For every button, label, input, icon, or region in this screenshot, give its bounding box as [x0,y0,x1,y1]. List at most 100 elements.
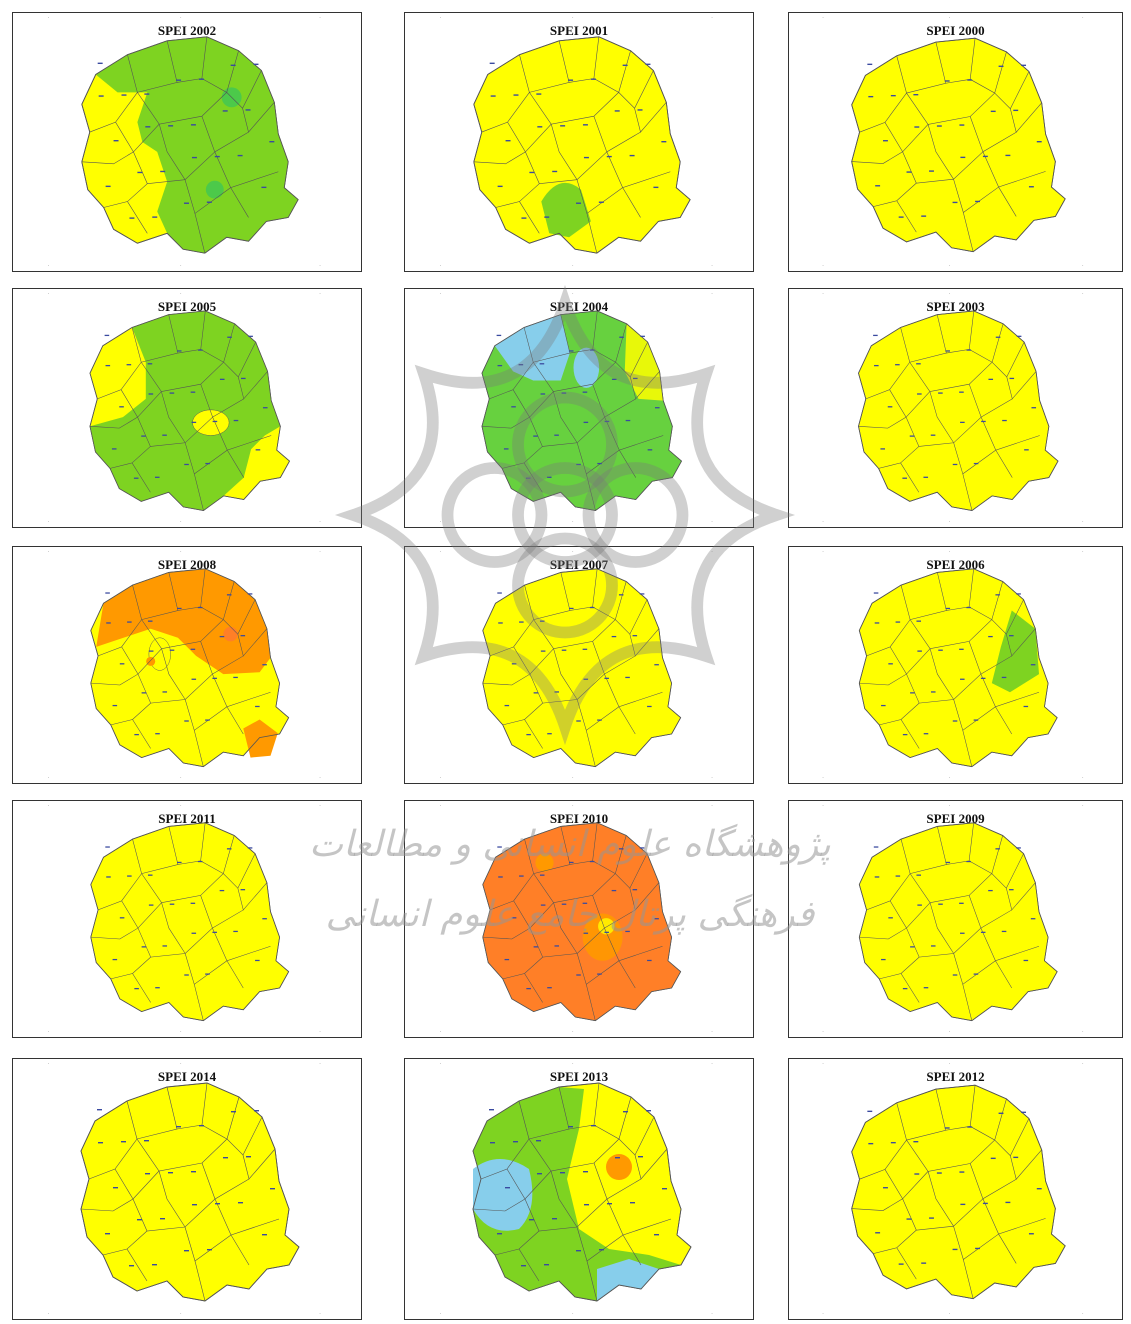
graticule-tick: · [47,549,50,555]
graticule-tick: · [1082,15,1084,21]
graticule-tick: · [822,15,824,21]
map-title: SPEI 2012 [926,1069,985,1084]
map-title: SPEI 2003 [926,299,985,314]
graticule-tick: · [572,519,574,525]
graticule-tick: · [572,1029,574,1035]
spei-map-panel: SPEI 2013 · · · · · · [404,1058,754,1320]
graticule-tick: · [47,1311,50,1317]
graticule-tick: · [711,15,713,21]
map-title: SPEI 2004 [549,299,609,314]
graticule-tick: · [822,1311,824,1317]
province-map [851,1084,1066,1300]
map-title: SPEI 2002 [157,23,217,38]
graticule-tick: · [1082,1311,1084,1317]
graticule-tick: · [822,519,824,525]
spei-map-panel: SPEI 2011 · · · · · · [12,800,362,1038]
province-map [482,568,682,768]
graticule-tick: · [439,1311,442,1317]
graticule-tick: · [572,15,574,21]
graticule-tick: · [1082,1061,1084,1067]
graticule-tick: · [439,1061,442,1067]
graticule-tick: · [1082,1029,1084,1035]
map-title: SPEI 2014 [157,1069,217,1084]
graticule-tick: · [711,263,713,269]
graticule-tick: · [439,291,442,297]
graticule-tick: · [822,775,824,781]
graticule-tick: · [319,1061,321,1067]
province-map [481,310,683,511]
graticule-tick: · [1082,263,1084,269]
province-map [473,36,691,254]
spei-map-panel: SPEI 2003 · · · · · · [788,288,1123,528]
graticule-tick: · [948,519,951,525]
spei-map-panel: SPEI 2007 · · · · · · [404,546,754,784]
map-title: SPEI 2001 [549,23,609,38]
province-map [90,822,290,1022]
map-title: SPEI 2005 [157,299,217,314]
graticule-tick: · [319,803,321,809]
graticule-tick: · [439,549,442,555]
spei-map-panel: SPEI 2009 · · · · · · [788,800,1123,1038]
graticule-tick: · [319,549,321,555]
graticule-tick: · [47,519,50,525]
province-map [90,568,290,768]
graticule-tick: · [948,549,951,555]
graticule-tick: · [572,1061,574,1067]
graticule-tick: · [822,263,824,269]
map-title: SPEI 2010 [549,811,609,826]
map-title: SPEI 2007 [549,557,609,572]
map-title: SPEI 2009 [926,811,985,826]
spei-map-panel: SPEI 2005 · · · · · · [12,288,362,528]
graticule-tick: · [822,1029,824,1035]
graticule-tick: · [572,549,574,555]
province-map [858,822,1058,1022]
spei-map-panel: SPEI 2014 · · · · · · [12,1058,362,1320]
graticule-tick: · [1082,519,1084,525]
graticule-tick: · [180,775,182,781]
graticule-tick: · [319,263,321,269]
graticule-tick: · [822,291,824,297]
graticule-tick: · [47,291,50,297]
graticule-tick: · [180,291,182,297]
graticule-tick: · [180,263,182,269]
graticule-tick: · [711,1311,713,1317]
graticule-tick: · [47,1061,50,1067]
graticule-tick: · [1082,291,1084,297]
graticule-tick: · [180,519,182,525]
graticule-tick: · [439,775,442,781]
graticule-tick: · [711,775,713,781]
graticule-tick: · [319,775,321,781]
graticule-tick: · [948,291,951,297]
graticule-tick: · [439,519,442,525]
graticule-tick: · [47,1029,50,1035]
graticule-tick: · [47,775,50,781]
province-map [80,1082,300,1302]
graticule-tick: · [319,519,321,525]
graticule-tick: · [180,549,182,555]
spei-map-panel: SPEI 2001 · · · · · · [404,12,754,272]
province-map [482,822,682,1022]
province-map [472,1082,692,1302]
graticule-tick: · [47,15,50,21]
graticule-tick: · [319,291,321,297]
graticule-tick: · [439,1029,442,1035]
province-map [858,310,1059,511]
map-title: SPEI 2000 [926,23,985,38]
map-title: SPEI 2011 [158,811,216,826]
graticule-tick: · [180,15,182,21]
graticule-tick: · [572,263,574,269]
province-map [89,310,291,511]
graticule-tick: · [822,803,824,809]
graticule-tick: · [572,775,574,781]
graticule-tick: · [711,1061,713,1067]
spei-map-panel: SPEI 2008 · · · · · · [12,546,362,784]
graticule-tick: · [948,263,951,269]
spei-map-panel: SPEI 2004 · · · · · · [404,288,754,528]
spei-map-panel: SPEI 2010 · · · · · · [404,800,754,1038]
graticule-tick: · [948,15,951,21]
graticule-tick: · [1082,803,1084,809]
graticule-tick: · [180,1311,182,1317]
graticule-tick: · [47,803,50,809]
province-map [81,36,299,254]
graticule-tick: · [572,1311,574,1317]
